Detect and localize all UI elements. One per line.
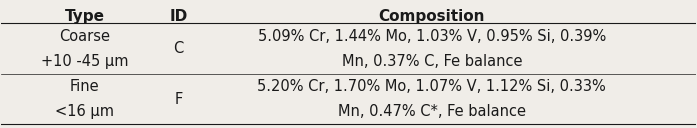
- Text: C: C: [174, 41, 183, 56]
- Text: Mn, 0.37% C, Fe balance: Mn, 0.37% C, Fe balance: [342, 54, 522, 69]
- Text: Type: Type: [65, 9, 105, 24]
- Text: F: F: [174, 92, 183, 107]
- Text: 5.09% Cr, 1.44% Mo, 1.03% V, 0.95% Si, 0.39%: 5.09% Cr, 1.44% Mo, 1.03% V, 0.95% Si, 0…: [258, 29, 606, 44]
- Text: ID: ID: [169, 9, 187, 24]
- Text: Fine: Fine: [70, 79, 100, 94]
- Text: Coarse: Coarse: [59, 29, 110, 44]
- Text: +10 -45 μm: +10 -45 μm: [41, 54, 128, 69]
- Text: <16 μm: <16 μm: [55, 104, 114, 119]
- Text: Composition: Composition: [378, 9, 485, 24]
- Text: 5.20% Cr, 1.70% Mo, 1.07% V, 1.12% Si, 0.33%: 5.20% Cr, 1.70% Mo, 1.07% V, 1.12% Si, 0…: [257, 79, 606, 94]
- Text: Mn, 0.47% C*, Fe balance: Mn, 0.47% C*, Fe balance: [338, 104, 526, 119]
